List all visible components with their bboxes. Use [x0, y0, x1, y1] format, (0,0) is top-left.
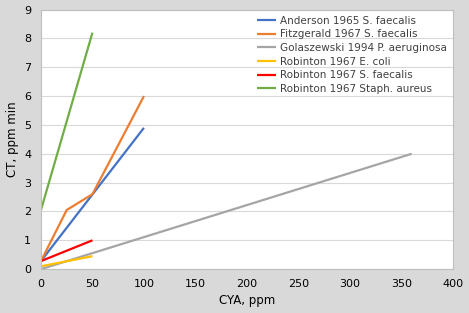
Robinton 1967 Staph. aureus	[90, 31, 95, 34]
Anderson 1965 S. faecalis	[38, 259, 44, 263]
Robinton 1967 E. coli	[38, 264, 44, 268]
Legend: Anderson 1965 S. faecalis, Fitzgerald 1967 S. faecalis, Golaszewski 1994 P. aeru: Anderson 1965 S. faecalis, Fitzgerald 19…	[254, 13, 450, 97]
Fitzgerald 1967 S. faecalis	[64, 208, 69, 212]
Anderson 1965 S. faecalis	[141, 126, 147, 130]
Robinton 1967 S. faecalis	[90, 239, 95, 242]
Robinton 1967 S. faecalis	[38, 259, 44, 263]
Line: Robinton 1967 E. coli: Robinton 1967 E. coli	[41, 256, 92, 266]
Line: Fitzgerald 1967 S. faecalis: Fitzgerald 1967 S. faecalis	[41, 96, 144, 261]
Robinton 1967 Staph. aureus	[38, 208, 44, 212]
Fitzgerald 1967 S. faecalis	[141, 94, 147, 98]
Robinton 1967 E. coli	[90, 254, 95, 258]
Line: Robinton 1967 S. faecalis: Robinton 1967 S. faecalis	[41, 240, 92, 261]
X-axis label: CYA, ppm: CYA, ppm	[219, 295, 275, 307]
Y-axis label: CT, ppm min: CT, ppm min	[6, 101, 19, 177]
Fitzgerald 1967 S. faecalis	[90, 192, 95, 196]
Fitzgerald 1967 S. faecalis	[38, 259, 44, 263]
Line: Anderson 1965 S. faecalis: Anderson 1965 S. faecalis	[41, 128, 144, 261]
Line: Robinton 1967 Staph. aureus: Robinton 1967 Staph. aureus	[41, 33, 92, 210]
